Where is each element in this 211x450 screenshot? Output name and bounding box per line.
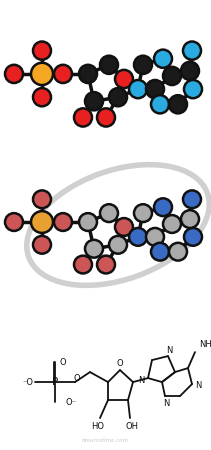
- Circle shape: [129, 228, 147, 246]
- Circle shape: [129, 80, 147, 98]
- Text: O: O: [60, 358, 66, 367]
- Text: N: N: [138, 376, 144, 385]
- Text: N: N: [163, 399, 169, 408]
- Circle shape: [146, 80, 164, 98]
- Circle shape: [54, 213, 72, 231]
- Circle shape: [33, 190, 51, 208]
- Circle shape: [109, 88, 127, 106]
- Circle shape: [100, 204, 118, 222]
- Text: ⁻O: ⁻O: [22, 378, 33, 387]
- Text: O⁻: O⁻: [65, 397, 76, 406]
- Circle shape: [184, 228, 202, 246]
- Circle shape: [31, 63, 53, 85]
- Circle shape: [33, 236, 51, 254]
- Circle shape: [79, 65, 97, 83]
- Circle shape: [134, 56, 152, 74]
- Circle shape: [85, 240, 103, 258]
- Circle shape: [31, 211, 53, 233]
- Circle shape: [33, 88, 51, 106]
- Circle shape: [5, 213, 23, 231]
- Circle shape: [115, 70, 133, 88]
- Circle shape: [184, 80, 202, 98]
- Circle shape: [154, 50, 172, 68]
- Text: N: N: [166, 346, 172, 355]
- Circle shape: [163, 215, 181, 233]
- Circle shape: [115, 218, 133, 236]
- Text: P: P: [52, 377, 58, 387]
- Circle shape: [97, 108, 115, 126]
- Circle shape: [54, 65, 72, 83]
- Circle shape: [100, 56, 118, 74]
- Text: HO: HO: [92, 422, 104, 431]
- Text: OH: OH: [126, 422, 138, 431]
- Circle shape: [181, 210, 199, 228]
- Circle shape: [134, 204, 152, 222]
- Circle shape: [109, 236, 127, 254]
- Text: O: O: [74, 374, 80, 382]
- Circle shape: [183, 41, 201, 60]
- Circle shape: [5, 65, 23, 83]
- Circle shape: [79, 213, 97, 231]
- Circle shape: [74, 256, 92, 274]
- Circle shape: [74, 108, 92, 126]
- Text: N: N: [195, 381, 201, 390]
- Circle shape: [163, 67, 181, 85]
- Circle shape: [97, 256, 115, 274]
- Circle shape: [151, 243, 169, 261]
- Circle shape: [146, 228, 164, 246]
- Circle shape: [181, 62, 199, 80]
- Circle shape: [151, 95, 169, 113]
- Text: NH₂: NH₂: [199, 340, 211, 349]
- Circle shape: [33, 41, 51, 60]
- Circle shape: [85, 92, 103, 110]
- Text: O: O: [117, 359, 123, 368]
- Circle shape: [183, 190, 201, 208]
- Circle shape: [169, 243, 187, 261]
- Text: dreamstime.com: dreamstime.com: [81, 437, 128, 442]
- Circle shape: [169, 95, 187, 113]
- Circle shape: [154, 198, 172, 216]
